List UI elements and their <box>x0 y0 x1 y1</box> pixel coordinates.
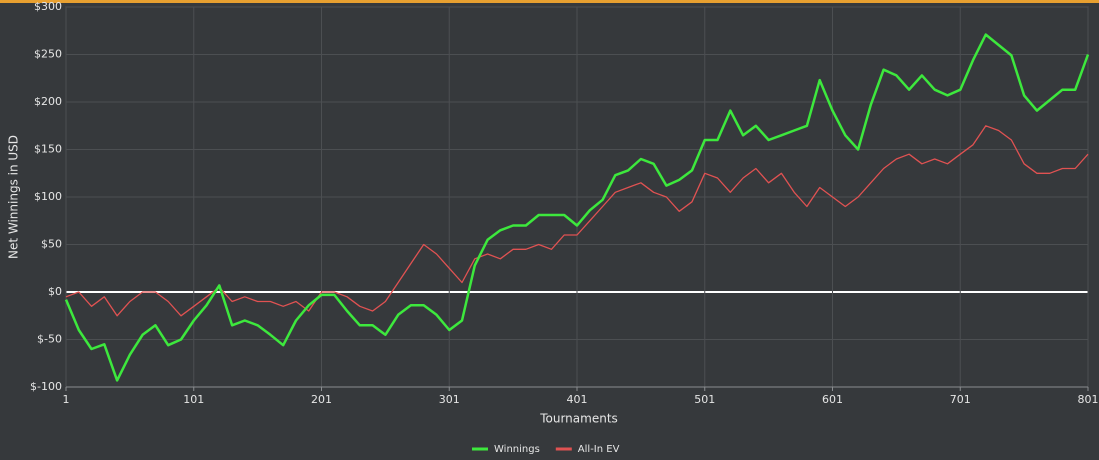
y-tick-label: $300 <box>34 0 62 13</box>
series-line <box>64 33 1090 382</box>
x-tick-label: 601 <box>822 393 843 406</box>
x-tick-label: 401 <box>567 393 588 406</box>
series-line <box>65 125 1089 317</box>
y-tick-label: $-50 <box>37 333 62 346</box>
x-tick-label: 301 <box>439 393 460 406</box>
y-tick-label: $-100 <box>30 380 62 393</box>
legend: Winnings All-In EV <box>472 444 620 455</box>
x-tick-label: 501 <box>694 393 715 406</box>
legend-label: Winnings <box>494 444 540 455</box>
y-tick-label: $100 <box>34 190 62 203</box>
x-tick-label: 801 <box>1078 393 1099 406</box>
y-tick-label: $200 <box>34 95 62 108</box>
y-axis-title: Net Winnings in USD <box>7 135 21 259</box>
y-tick-label: $150 <box>34 143 62 156</box>
legend-label: All-In EV <box>578 444 620 455</box>
x-tick-label: 101 <box>183 393 204 406</box>
x-tick-label: 701 <box>950 393 971 406</box>
y-tick-label: $0 <box>48 285 62 298</box>
y-tick-label: $250 <box>34 48 62 61</box>
x-tick-label: 201 <box>311 393 332 406</box>
x-axis-title: Tournaments <box>539 412 618 426</box>
x-tick-label: 1 <box>63 393 70 406</box>
y-tick-label: $50 <box>41 238 62 251</box>
top-border <box>0 0 1099 3</box>
